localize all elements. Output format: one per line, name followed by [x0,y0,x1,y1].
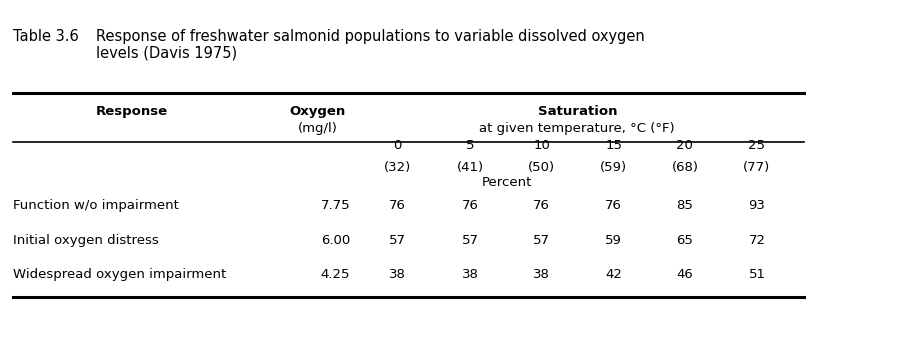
Text: 76: 76 [533,199,549,212]
Text: 5: 5 [466,139,475,153]
Text: (77): (77) [742,161,770,174]
Text: 76: 76 [389,199,405,212]
Text: 42: 42 [605,268,621,281]
Text: 0: 0 [393,139,402,153]
Text: 10: 10 [533,139,549,153]
Text: at given temperature, °C (°F): at given temperature, °C (°F) [479,122,674,135]
Text: (41): (41) [456,161,484,174]
Text: 46: 46 [676,268,692,281]
Text: 76: 76 [462,199,478,212]
Text: 57: 57 [533,234,549,247]
Text: 57: 57 [389,234,405,247]
Text: (59): (59) [599,161,627,174]
Text: Percent: Percent [481,175,532,189]
Text: 6.00: 6.00 [321,234,350,247]
Text: 59: 59 [605,234,621,247]
Text: (68): (68) [670,161,698,174]
Text: 57: 57 [462,234,478,247]
Text: Saturation: Saturation [537,105,617,118]
Text: (mg/l): (mg/l) [297,122,337,135]
Text: 20: 20 [676,139,692,153]
Text: 76: 76 [605,199,621,212]
Text: 7.75: 7.75 [321,199,350,212]
Text: 4.25: 4.25 [321,268,350,281]
Text: Table 3.6: Table 3.6 [13,29,78,44]
Text: Response: Response [95,105,168,118]
Text: 38: 38 [462,268,478,281]
Text: 93: 93 [748,199,764,212]
Text: (32): (32) [384,161,411,174]
Text: Oxygen: Oxygen [289,105,345,118]
Text: Widespread oxygen impairment: Widespread oxygen impairment [13,268,226,281]
Text: 15: 15 [605,139,621,153]
Text: Initial oxygen distress: Initial oxygen distress [13,234,159,247]
Text: Response of freshwater salmonid populations to variable dissolved oxygen: Response of freshwater salmonid populati… [96,29,644,44]
Text: 72: 72 [748,234,764,247]
Text: 25: 25 [748,139,764,153]
Text: levels (Davis 1975): levels (Davis 1975) [96,46,237,60]
Text: 38: 38 [389,268,405,281]
Text: Function w/o impairment: Function w/o impairment [13,199,179,212]
Text: 85: 85 [676,199,692,212]
Text: 38: 38 [533,268,549,281]
Text: (50): (50) [527,161,555,174]
Text: 65: 65 [676,234,692,247]
Text: 51: 51 [748,268,764,281]
